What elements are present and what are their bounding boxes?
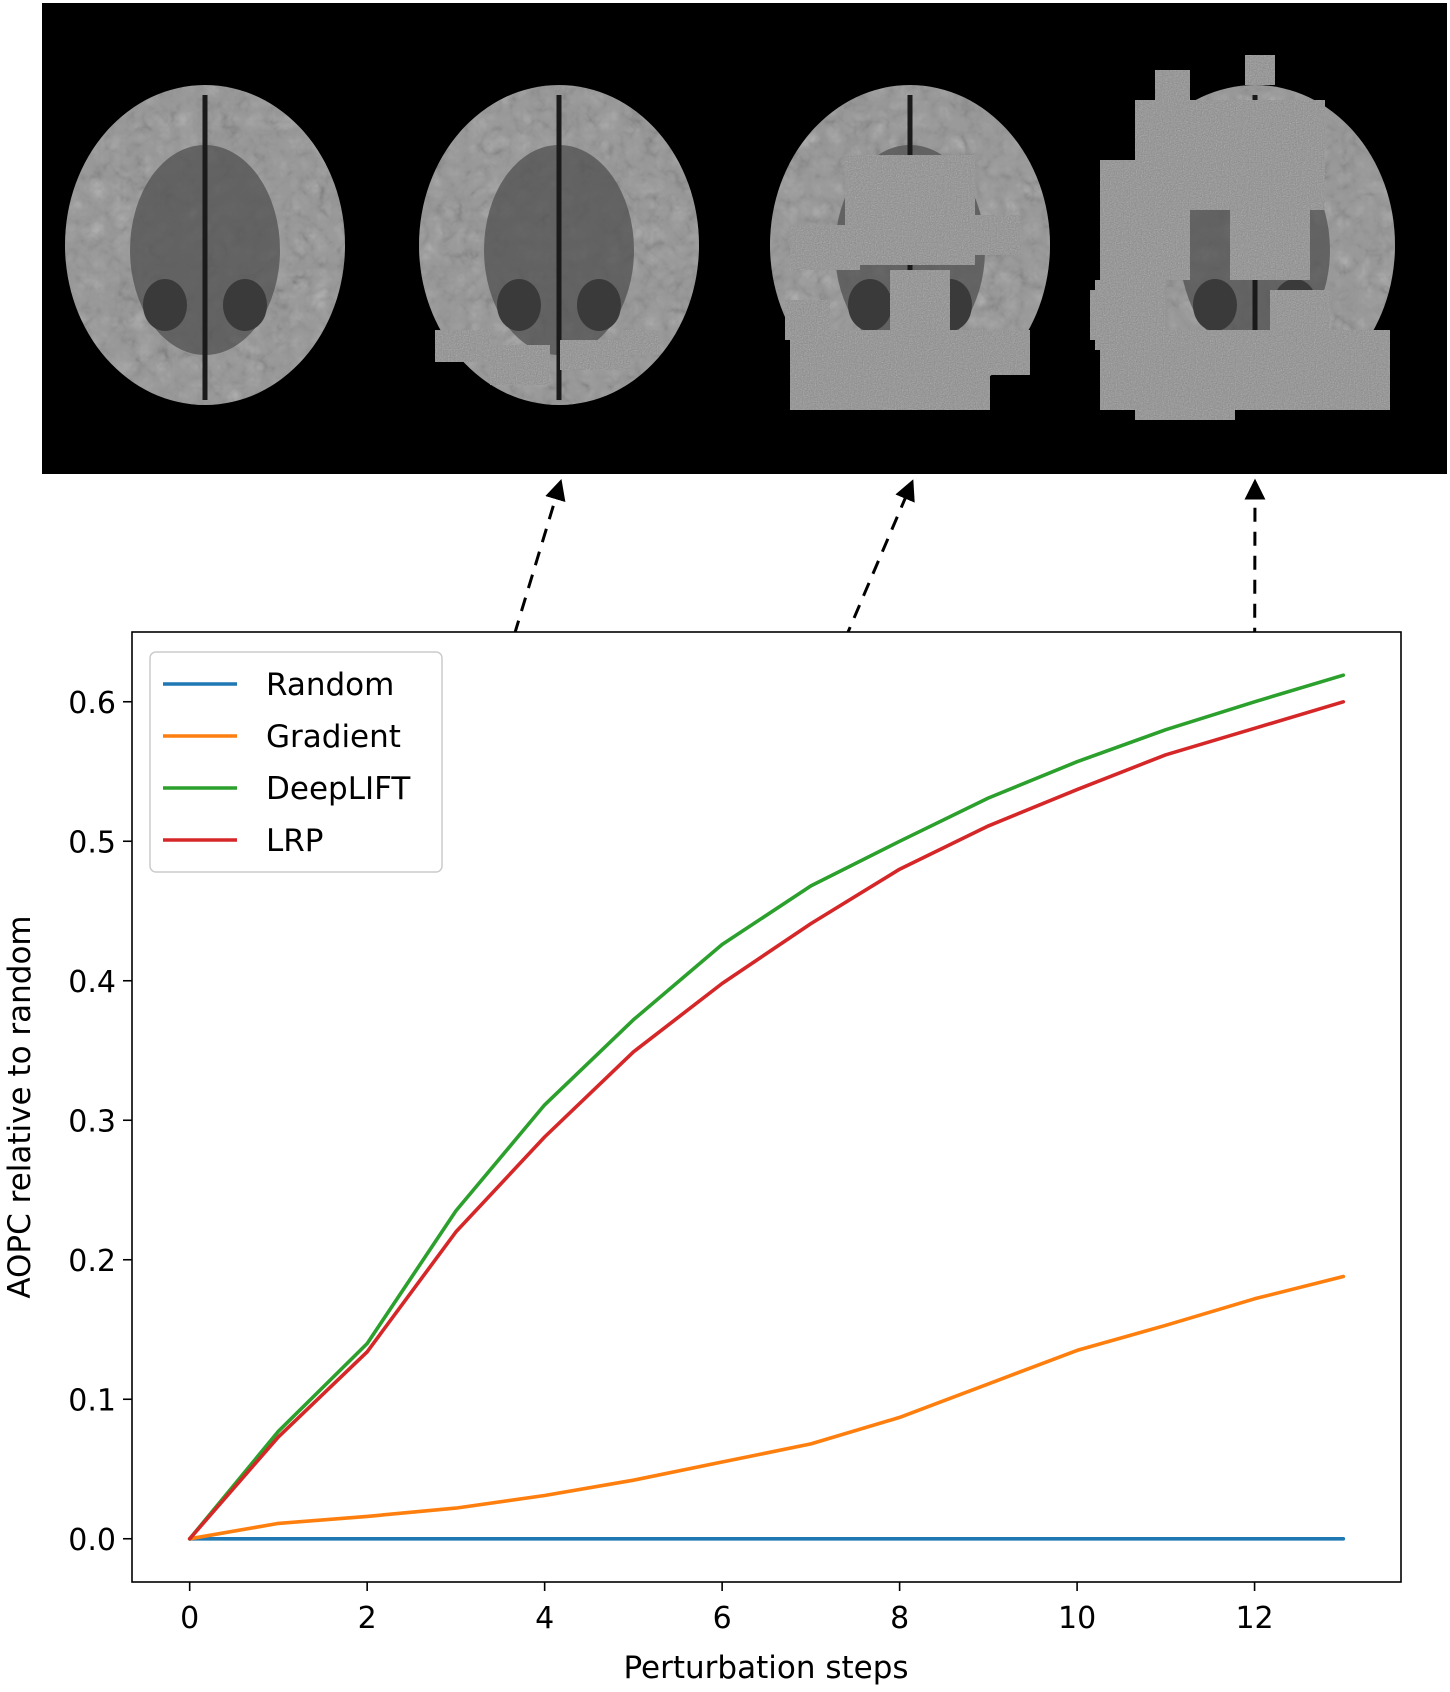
series-line-gradient <box>187 1274 1346 1541</box>
legend-label-deeplift: DeepLIFT <box>266 771 411 807</box>
noise-patch-texture <box>930 330 1030 375</box>
mri-panels <box>65 55 1395 420</box>
x-tick-label: 0 <box>180 1601 199 1636</box>
legend-frame <box>149 651 443 873</box>
y-tick-label: 0.0 <box>68 1523 116 1558</box>
noise-patch-texture <box>1230 200 1310 280</box>
brain-ventricle-left <box>143 279 187 331</box>
noise-patch-texture <box>1135 400 1235 420</box>
y-tick-label: 0.3 <box>68 1104 116 1139</box>
x-tick-label: 6 <box>713 1601 732 1636</box>
chart: 0 2 4 6 8 10 12 0.0 0.1 0.2 0.3 0.4 0.5 0.6 Perturbat… <box>2 631 1402 1686</box>
noise-patch-texture <box>620 330 660 355</box>
x-tick-label: 12 <box>1235 1601 1273 1636</box>
brain-slice-step-12 <box>1090 55 1395 420</box>
x-tick-label: 10 <box>1058 1601 1096 1636</box>
axis-ticks: 0 2 4 6 8 10 12 0.0 0.1 0.2 0.3 0.4 0.5 0.6 <box>68 686 1273 1636</box>
y-tick-label: 0.4 <box>68 965 116 1000</box>
brain-slice-step-4 <box>419 85 699 405</box>
brain-ventricle-left <box>848 279 892 331</box>
brain-slice-step-8 <box>770 85 1050 410</box>
noise-patch-texture <box>490 345 550 385</box>
brain-slice-original <box>65 85 345 405</box>
legend-label-random: Random <box>266 667 394 703</box>
noise-patch-texture <box>435 330 490 362</box>
noise-patch-texture <box>1100 330 1390 410</box>
x-tick-label: 8 <box>890 1601 909 1636</box>
legend-label-lrp: LRP <box>266 823 324 859</box>
x-tick-label: 2 <box>358 1601 377 1636</box>
y-tick-label: 0.5 <box>68 825 116 860</box>
series-lines <box>187 673 1346 1541</box>
mri-image-strip <box>42 3 1447 474</box>
noise-patch-texture <box>560 340 630 370</box>
series-line-deeplift <box>187 673 1346 1541</box>
y-axis-label: AOPC relative to random <box>2 915 38 1298</box>
noise-patch-texture <box>935 215 1020 255</box>
y-tick-label: 0.6 <box>68 686 116 721</box>
noise-patch-texture <box>1245 55 1275 85</box>
y-tick-label: 0.1 <box>68 1383 116 1418</box>
legend-label-gradient: Gradient <box>266 719 401 755</box>
noise-patch-texture <box>1155 70 1190 100</box>
legend-items: Random Gradient DeepLIFT LRP <box>163 667 411 859</box>
y-tick-label: 0.2 <box>68 1244 116 1279</box>
legend: Random Gradient DeepLIFT LRP <box>149 651 443 873</box>
series-line-lrp <box>187 699 1346 1541</box>
noise-patch-texture <box>790 225 860 270</box>
noise-patch-texture <box>785 300 830 340</box>
noise-patch-texture <box>1270 290 1330 340</box>
brain-ventricle-right <box>577 279 621 331</box>
brain-ventricle-left <box>1193 279 1237 331</box>
brain-ventricle-right <box>223 279 267 331</box>
noise-patch-texture <box>1100 160 1190 280</box>
noise-patch-texture <box>1090 290 1150 340</box>
x-axis-label: Perturbation steps <box>623 1650 908 1686</box>
brain-ventricle-left <box>497 279 541 331</box>
x-tick-label: 4 <box>535 1601 554 1636</box>
